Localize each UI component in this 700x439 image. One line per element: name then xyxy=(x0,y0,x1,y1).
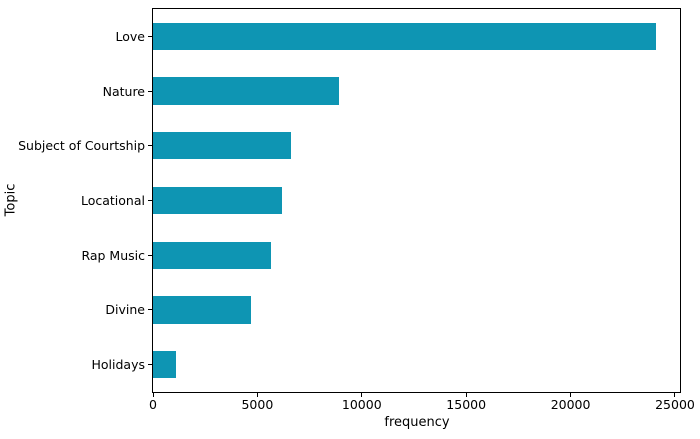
y-tick-mark xyxy=(148,35,152,37)
bar-divine xyxy=(153,296,252,324)
y-tick-mark xyxy=(148,90,152,92)
y-tick-label-holidays: Holidays xyxy=(91,357,146,373)
y-tick-mark xyxy=(148,309,152,311)
y-tick-label-nature: Nature xyxy=(102,83,145,99)
bar-nature xyxy=(153,77,339,105)
x-tick-mark xyxy=(256,393,258,397)
x-tick-label-25000: 25000 xyxy=(655,397,695,412)
x-tick-label-20000: 20000 xyxy=(550,397,591,412)
y-tick-mark xyxy=(148,145,152,147)
x-axis-label: frequency xyxy=(384,415,450,430)
x-tick-label-5000: 5000 xyxy=(241,397,274,412)
plot-area xyxy=(152,8,681,393)
y-tick-label-rap-music: Rap Music xyxy=(81,247,145,263)
y-tick-label-divine: Divine xyxy=(105,302,145,318)
y-tick-mark xyxy=(148,200,152,201)
bar-love xyxy=(153,22,657,51)
x-tick-mark xyxy=(674,393,676,397)
y-tick-label-locational: Locational xyxy=(80,193,145,208)
bar-subject-of-courtship xyxy=(153,132,291,160)
x-tick-label-15000: 15000 xyxy=(446,397,487,412)
x-tick-label-0: 0 xyxy=(149,397,157,412)
x-tick-mark xyxy=(152,393,154,397)
x-tick-label-10000: 10000 xyxy=(341,397,382,412)
y-tick-label-subject-of-courtship: Subject of Courtship xyxy=(18,138,145,154)
x-tick-mark xyxy=(361,393,363,397)
y-tick-mark xyxy=(148,364,152,366)
x-tick-mark xyxy=(570,393,572,397)
bar-holidays xyxy=(153,350,176,379)
x-tick-mark xyxy=(465,393,467,397)
bar-rap-music xyxy=(153,241,271,269)
bar-locational xyxy=(153,186,283,215)
y-tick-label-love: Love xyxy=(115,28,145,44)
y-tick-mark xyxy=(148,254,152,256)
